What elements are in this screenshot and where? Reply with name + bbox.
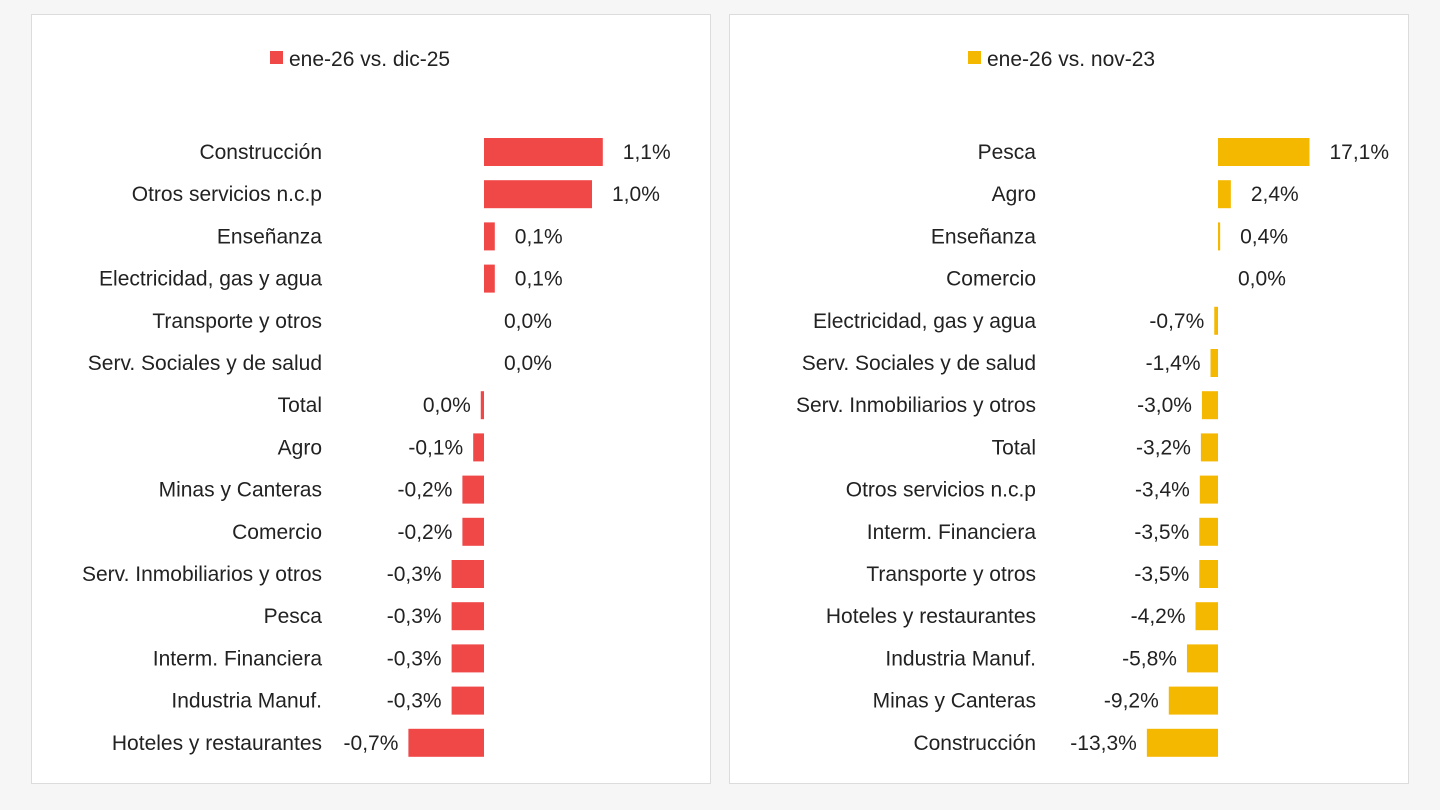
right-category-label: Enseñanza xyxy=(931,225,1036,248)
left-bar xyxy=(480,391,484,420)
right-bar xyxy=(1218,180,1231,209)
right-category-label: Total xyxy=(992,436,1036,459)
right-value-label: 0,4% xyxy=(1240,225,1288,248)
right-category-label: Hoteles y restaurantes xyxy=(826,605,1036,628)
left-value-label: -0,7% xyxy=(344,732,399,755)
right-category-label: Serv. Inmobiliarios y otros xyxy=(796,394,1036,417)
right-value-label: -3,2% xyxy=(1136,436,1191,459)
left-bar xyxy=(408,728,484,757)
left-value-label: 1,0% xyxy=(612,183,660,206)
right-category-label: Construcción xyxy=(913,732,1036,755)
left-category-label: Interm. Financiera xyxy=(153,647,323,670)
left-value-label: 0,0% xyxy=(504,310,552,333)
left-value-label: -0,1% xyxy=(408,436,463,459)
left-bar xyxy=(484,222,495,251)
chart-panel-left: ene-26 vs. dic-25 Construcción 1,1% Otros s… xyxy=(31,14,711,784)
left-category-label: Total xyxy=(278,394,322,417)
right-bar xyxy=(1186,644,1218,673)
right-legend-swatch xyxy=(968,51,981,64)
left-legend-swatch xyxy=(270,51,283,64)
right-category-label: Comercio xyxy=(946,268,1036,291)
left-value-label: 0,1% xyxy=(515,268,563,291)
left-bar xyxy=(462,475,484,504)
left-value-label: -0,3% xyxy=(387,690,442,713)
left-category-label: Industria Manuf. xyxy=(171,690,322,713)
right-value-label: -9,2% xyxy=(1104,690,1159,713)
left-category-label: Hoteles y restaurantes xyxy=(112,732,322,755)
right-category-label: Electricidad, gas y agua xyxy=(813,310,1036,333)
left-bar xyxy=(484,264,495,293)
left-value-label: -0,2% xyxy=(398,479,453,502)
left-category-label: Minas y Canteras xyxy=(159,479,322,502)
right-value-label: -3,0% xyxy=(1137,394,1192,417)
left-legend: ene-26 vs. dic-25 xyxy=(270,48,450,71)
left-bar xyxy=(462,517,484,546)
right-value-label: -5,8% xyxy=(1122,647,1177,670)
right-bar xyxy=(1199,475,1218,504)
right-value-label: -1,4% xyxy=(1146,352,1201,375)
left-value-label: -0,3% xyxy=(387,647,442,670)
right-value-label: 17,1% xyxy=(1329,141,1389,164)
left-bar xyxy=(473,433,484,462)
left-value-label: 0,0% xyxy=(423,394,471,417)
right-bar xyxy=(1200,433,1218,462)
left-category-label: Enseñanza xyxy=(217,225,322,248)
right-value-label: 0,0% xyxy=(1238,268,1286,291)
left-bar xyxy=(451,686,484,715)
right-value-label: -3,4% xyxy=(1135,479,1190,502)
left-value-label: 0,0% xyxy=(504,352,552,375)
right-value-label: -3,5% xyxy=(1134,521,1189,544)
left-category-label: Comercio xyxy=(232,521,322,544)
chart-left: ene-26 vs. dic-25 Construcción 1,1% Otros s… xyxy=(82,48,671,757)
right-category-label: Agro xyxy=(992,183,1036,206)
right-value-label: -4,2% xyxy=(1131,605,1186,628)
left-category-label: Transporte y otros xyxy=(152,310,322,333)
right-legend: ene-26 vs. nov-23 xyxy=(968,48,1155,71)
right-category-label: Industria Manuf. xyxy=(885,647,1036,670)
left-category-label: Pesca xyxy=(264,605,323,628)
left-category-label: Otros servicios n.c.p xyxy=(132,183,322,206)
right-bar xyxy=(1199,560,1218,588)
right-bar xyxy=(1201,391,1218,420)
left-bar xyxy=(484,180,592,209)
right-bar xyxy=(1218,138,1310,166)
left-value-label: -0,3% xyxy=(387,605,442,628)
left-value-label: 0,1% xyxy=(515,225,563,248)
left-category-label: Construcción xyxy=(199,141,322,164)
right-category-label: Minas y Canteras xyxy=(873,690,1036,713)
right-category-label: Serv. Sociales y de salud xyxy=(802,352,1036,375)
right-legend-label: ene-26 vs. nov-23 xyxy=(987,48,1155,71)
right-bar xyxy=(1214,306,1218,335)
left-category-label: Serv. Sociales y de salud xyxy=(88,352,322,375)
left-category-label: Agro xyxy=(278,436,322,459)
left-category-label: Electricidad, gas y agua xyxy=(99,268,322,291)
chart-right: ene-26 vs. nov-23 Pesca 17,1% Agro 2,4% Enseñ… xyxy=(796,48,1389,757)
left-bar xyxy=(451,644,484,673)
left-value-label: 1,1% xyxy=(623,141,671,164)
right-value-label: -3,5% xyxy=(1134,563,1189,586)
left-legend-label: ene-26 vs. dic-25 xyxy=(289,48,450,71)
right-value-label: -13,3% xyxy=(1070,732,1137,755)
right-bar xyxy=(1195,602,1218,631)
right-value-label: 2,4% xyxy=(1251,183,1299,206)
right-bar xyxy=(1218,222,1221,251)
right-value-label: -0,7% xyxy=(1149,310,1204,333)
right-category-label: Otros servicios n.c.p xyxy=(846,479,1036,502)
right-bar xyxy=(1168,686,1218,715)
left-bar xyxy=(451,560,484,588)
left-category-label: Serv. Inmobiliarios y otros xyxy=(82,563,322,586)
right-bar xyxy=(1199,517,1218,546)
right-category-label: Transporte y otros xyxy=(866,563,1036,586)
right-bar xyxy=(1146,728,1218,757)
left-value-label: -0,2% xyxy=(398,521,453,544)
left-bar xyxy=(451,602,484,631)
left-value-label: -0,3% xyxy=(387,563,442,586)
left-bar xyxy=(484,138,603,166)
chart-panel-right: ene-26 vs. nov-23 Pesca 17,1% Agro 2,4% Enseñ… xyxy=(729,14,1409,784)
right-bar xyxy=(1210,349,1218,377)
right-category-label: Pesca xyxy=(978,141,1037,164)
right-category-label: Interm. Financiera xyxy=(867,521,1037,544)
